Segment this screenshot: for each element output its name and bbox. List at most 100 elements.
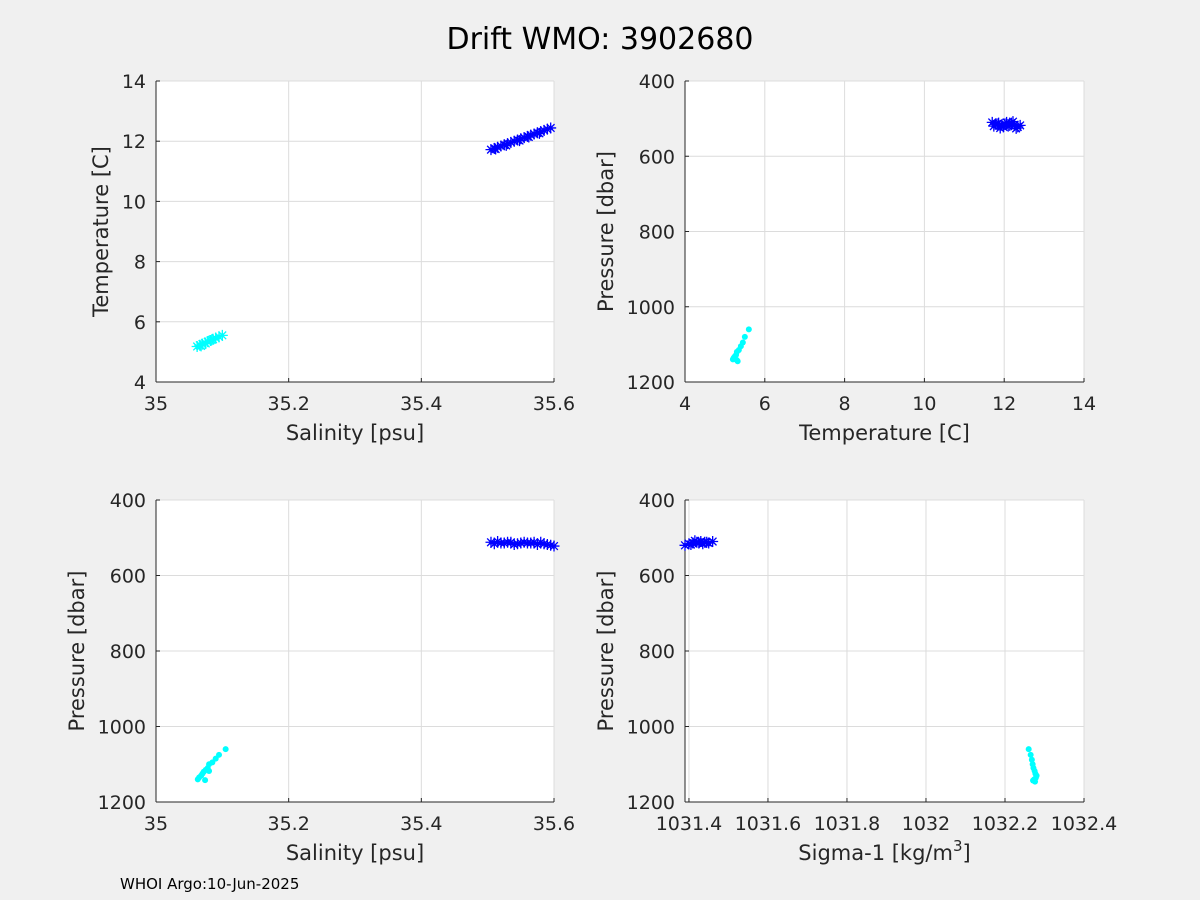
data-point-asterisk bbox=[994, 122, 1006, 134]
y-tick-label: 800 bbox=[639, 222, 675, 244]
x-tick-label: 12 bbox=[992, 393, 1016, 415]
data-point-dot bbox=[734, 358, 741, 365]
data-point-asterisk bbox=[210, 332, 222, 344]
data-point-asterisk bbox=[545, 539, 557, 551]
data-point-asterisk bbox=[685, 539, 697, 551]
data-point-dot bbox=[745, 326, 752, 333]
y-tick-label: 400 bbox=[110, 490, 146, 512]
data-point-asterisk bbox=[206, 334, 218, 346]
figure-title: Drift WMO: 3902680 bbox=[447, 22, 754, 57]
data-point-asterisk bbox=[512, 538, 524, 550]
data-point-asterisk bbox=[533, 127, 545, 139]
data-point-asterisk bbox=[488, 538, 500, 550]
x-tick-label: 35.2 bbox=[268, 393, 310, 415]
y-axis-label: Pressure [dbar] bbox=[65, 571, 89, 732]
temperature-salinity-plot: 35 35.2 35.4 35.6 4 6 8 10 12 14 Salinity [psu] Tem… bbox=[89, 71, 575, 445]
pressure-salinity-plot: 35 35.2 35.4 35.6 400 600 800 1000 1200 Salinity … bbox=[65, 490, 575, 865]
data-point-asterisk bbox=[538, 538, 550, 550]
data-point-dot bbox=[206, 768, 213, 775]
data-point-dot bbox=[1032, 778, 1039, 785]
y-tick-label: 4 bbox=[134, 372, 146, 394]
data-point-asterisk bbox=[988, 120, 1000, 132]
y-tick-label: 6 bbox=[134, 312, 146, 334]
y-tick-label: 10 bbox=[122, 191, 146, 213]
data-point-asterisk bbox=[531, 539, 543, 551]
x-tick-label: 8 bbox=[839, 393, 851, 415]
y-axis-label: Pressure [dbar] bbox=[594, 151, 618, 312]
data-point-asterisk bbox=[495, 537, 507, 549]
data-point-asterisk bbox=[703, 537, 715, 549]
data-point-dot bbox=[222, 746, 229, 753]
data-point-asterisk bbox=[515, 537, 527, 549]
y-tick-label: 800 bbox=[110, 641, 146, 663]
x-axis-label: Salinity [psu] bbox=[286, 841, 424, 865]
y-tick-label: 1000 bbox=[98, 717, 146, 739]
data-point-asterisk bbox=[538, 124, 550, 136]
y-tick-label: 12 bbox=[122, 131, 146, 153]
data-point-asterisk bbox=[545, 122, 557, 134]
y-tick-label: 1200 bbox=[627, 372, 675, 394]
data-point-asterisk bbox=[986, 116, 998, 128]
y-tick-label: 14 bbox=[122, 71, 146, 93]
pressure-sigma1-plot: 1031.4 1031.6 1031.8 1032 1032.2 1032.4 400 600… bbox=[594, 490, 1117, 865]
data-point-asterisk bbox=[535, 536, 547, 548]
y-tick-label: 800 bbox=[639, 641, 675, 663]
data-point-dot bbox=[194, 776, 201, 783]
footer-credit: WHOI Argo:10-Jun-2025 bbox=[120, 875, 299, 893]
x-tick-label: 35.2 bbox=[268, 813, 310, 835]
data-point-asterisk bbox=[200, 337, 212, 349]
x-tick-label: 10 bbox=[912, 393, 936, 415]
data-point-asterisk bbox=[1004, 119, 1016, 131]
data-point-asterisk bbox=[1009, 119, 1021, 131]
y-tick-label: 400 bbox=[639, 490, 675, 512]
data-point-asterisk bbox=[216, 329, 228, 341]
data-point-asterisk bbox=[541, 539, 553, 551]
data-point-asterisk bbox=[195, 340, 207, 352]
x-axis-label: Sigma-1 [kg/m3] bbox=[798, 837, 970, 865]
x-tick-label: 35.6 bbox=[533, 393, 575, 415]
x-tick-label: 4 bbox=[679, 393, 691, 415]
data-point-asterisk bbox=[693, 537, 705, 549]
x-tick-label: 1032.4 bbox=[1051, 813, 1117, 835]
data-point-asterisk bbox=[500, 139, 512, 151]
data-point-asterisk bbox=[502, 536, 514, 548]
data-point-asterisk bbox=[518, 536, 530, 548]
data-point-asterisk bbox=[492, 536, 504, 548]
pressure-temperature-plot: 4 6 8 10 12 14 400 600 800 1000 1200 Temperature [C… bbox=[594, 71, 1096, 445]
data-point-asterisk bbox=[991, 118, 1003, 130]
x-tick-label: 1031.8 bbox=[814, 813, 880, 835]
y-tick-label: 400 bbox=[639, 71, 675, 93]
x-tick-label: 35 bbox=[144, 393, 168, 415]
data-point-asterisk bbox=[701, 536, 713, 548]
x-tick-label: 35.4 bbox=[400, 813, 442, 835]
data-point-asterisk bbox=[707, 536, 719, 548]
data-point-asterisk bbox=[1014, 119, 1026, 131]
data-point-asterisk bbox=[528, 536, 540, 548]
data-point-asterisk bbox=[997, 121, 1009, 133]
data-point-asterisk bbox=[508, 539, 520, 551]
y-tick-label: 8 bbox=[134, 252, 146, 274]
data-point-asterisk bbox=[683, 538, 695, 550]
data-point-dot bbox=[202, 777, 209, 784]
data-point-asterisk bbox=[514, 135, 526, 147]
y-axis-label: Temperature [C] bbox=[89, 146, 113, 318]
data-point-dot bbox=[1025, 746, 1032, 753]
data-point-asterisk bbox=[697, 538, 709, 550]
y-tick-label: 1000 bbox=[627, 297, 675, 319]
data-point-asterisk bbox=[485, 536, 497, 548]
x-tick-label: 1031.4 bbox=[656, 813, 722, 835]
y-tick-label: 1000 bbox=[627, 717, 675, 739]
data-point-asterisk bbox=[689, 535, 701, 547]
x-axis-label: Salinity [psu] bbox=[286, 421, 424, 445]
y-tick-label: 600 bbox=[639, 566, 675, 588]
y-tick-label: 600 bbox=[639, 146, 675, 168]
x-tick-label: 1032 bbox=[902, 813, 950, 835]
data-point-dot bbox=[741, 333, 748, 340]
x-tick-label: 14 bbox=[1072, 393, 1096, 415]
y-tick-label: 1200 bbox=[98, 792, 146, 814]
x-axis-label: Temperature [C] bbox=[798, 421, 970, 445]
y-tick-label: 600 bbox=[110, 566, 146, 588]
x-tick-label: 35 bbox=[144, 813, 168, 835]
y-axis-label: Pressure [dbar] bbox=[594, 571, 618, 732]
